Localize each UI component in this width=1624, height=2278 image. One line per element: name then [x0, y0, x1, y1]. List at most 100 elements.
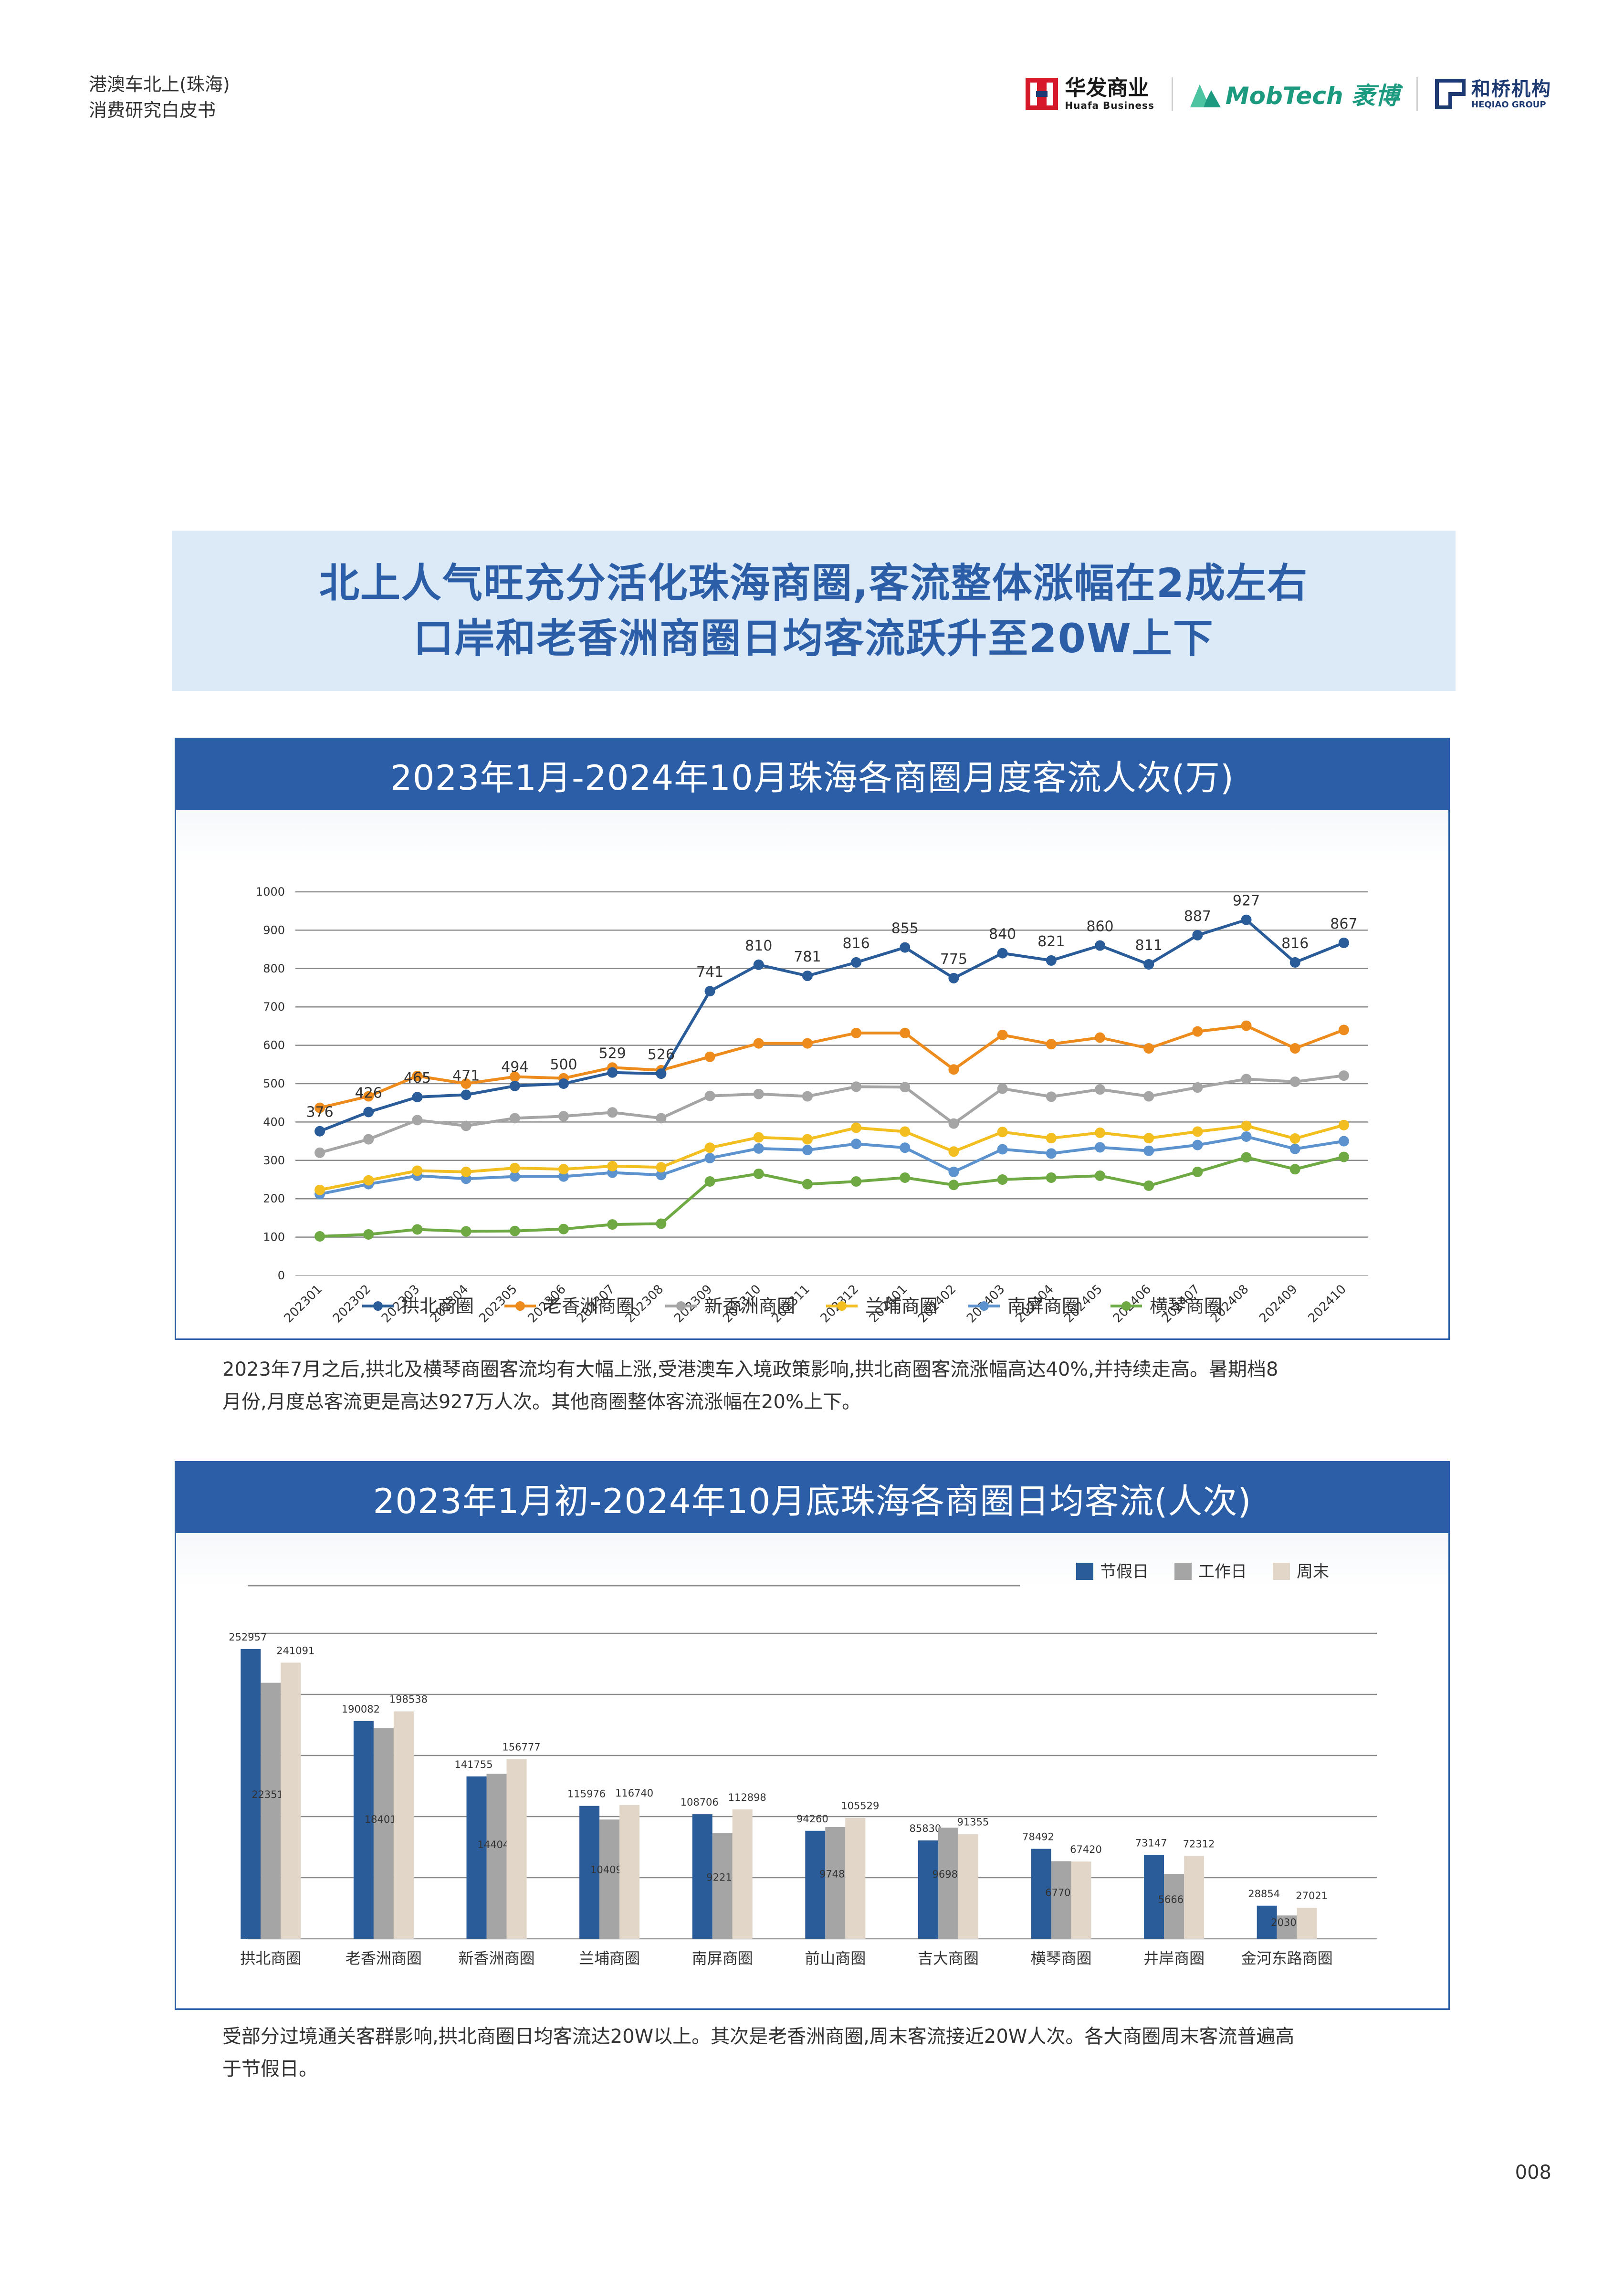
huafa-logo-cn: 华发商业 — [1065, 76, 1149, 100]
headline-line1: 北上人气旺充分活化珠海商圈,客流整体涨幅在2成左右 — [319, 560, 1309, 606]
bar — [958, 1834, 978, 1939]
data-point — [558, 1223, 569, 1234]
data-point — [1241, 1074, 1252, 1085]
data-point — [461, 1120, 471, 1131]
data-point — [1338, 1151, 1349, 1162]
data-point — [1289, 1043, 1300, 1054]
data-point — [1289, 1164, 1300, 1175]
page-number: 008 — [1515, 2162, 1551, 2184]
legend-label: 节假日 — [1100, 1562, 1149, 1581]
data-point — [1192, 1026, 1203, 1037]
category-label: 前山商圈 — [805, 1949, 866, 1967]
data-point — [1338, 1119, 1349, 1130]
monthly-traffic-note-line2: 月份,月度总客流更是高达927万人次。其他商圈整体客流涨幅在20%上下。 — [222, 1391, 861, 1413]
monthly-traffic-note: 2023年7月之后,拱北及横琴商圈客流均有大幅上涨,受港澳车入境政策影响,拱北商… — [222, 1353, 1278, 1418]
data-point — [509, 1071, 520, 1082]
data-point — [607, 1107, 618, 1118]
y-tick-label: 800 — [263, 962, 285, 975]
data-point — [948, 972, 959, 983]
data-point — [1095, 1127, 1105, 1138]
bar — [732, 1809, 753, 1939]
data-point — [412, 1070, 423, 1081]
data-point — [802, 1091, 813, 1102]
bar — [1164, 1874, 1184, 1939]
bar-value-label: 108706 — [681, 1797, 719, 1808]
data-point — [1289, 1133, 1300, 1144]
category-label: 吉大商圈 — [918, 1949, 979, 1967]
y-tick-label: 500 — [263, 1077, 285, 1090]
data-point — [802, 971, 813, 982]
bar — [281, 1662, 301, 1939]
partner-logos: 华发商业 Huafa Business MobTech 袤博 和桥机构 HEQI… — [1026, 73, 1551, 115]
data-point — [948, 1118, 959, 1129]
legend-label: 新香洲商圈 — [704, 1296, 795, 1317]
data-point — [900, 942, 911, 953]
data-point — [412, 1092, 423, 1103]
category-label: 拱北商圈 — [240, 1949, 301, 1967]
data-point — [1143, 1091, 1154, 1102]
data-point — [314, 1184, 325, 1195]
data-label: 376 — [306, 1104, 333, 1121]
x-tick-label: 202409 — [1257, 1282, 1300, 1326]
bar-value-label: 156777 — [502, 1742, 540, 1753]
legend-marker — [676, 1301, 686, 1311]
bar — [353, 1721, 374, 1939]
data-point — [1143, 1043, 1154, 1054]
y-tick-label: 100 — [263, 1231, 285, 1244]
data-label: 494 — [501, 1059, 528, 1076]
data-point — [1143, 1133, 1154, 1144]
data-point — [1241, 1131, 1252, 1142]
bar-value-label: 28854 — [1248, 1888, 1280, 1900]
data-point — [900, 1027, 911, 1038]
data-point — [314, 1147, 325, 1158]
legend-label: 老香洲商圈 — [544, 1296, 634, 1317]
daily-traffic-title: 2023年1月初-2024年10月底珠海各商圈日均客流(人次) — [176, 1463, 1448, 1533]
daily-traffic-note: 受部分过境通关客群影响,拱北商圈日均客流达20W以上。其次是老香洲商圈,周末客流… — [222, 2020, 1294, 2085]
data-label: 781 — [794, 949, 821, 965]
data-point — [1241, 1120, 1252, 1131]
legend-swatch — [1273, 1563, 1290, 1580]
bar-value-label: 105529 — [841, 1800, 879, 1812]
legend-label: 工作日 — [1198, 1562, 1247, 1581]
x-tick-label: 202305 — [476, 1282, 520, 1326]
logo-divider — [1416, 77, 1418, 111]
daily-traffic-panel: 2023年1月初-2024年10月底珠海各商圈日均客流(人次) 252957 22… — [175, 1461, 1450, 2010]
data-point — [363, 1107, 374, 1118]
data-point — [851, 1027, 862, 1038]
data-point — [363, 1175, 374, 1186]
data-point — [704, 1090, 715, 1101]
data-point — [314, 1126, 325, 1137]
data-point — [704, 1176, 715, 1187]
data-point — [1046, 1039, 1057, 1050]
data-point — [1143, 959, 1154, 970]
data-label: 867 — [1330, 916, 1357, 932]
bar-value-label: 73147 — [1135, 1837, 1167, 1849]
mobtech-logo-icon — [1190, 84, 1221, 107]
legend-label: 拱北商圈 — [401, 1296, 474, 1317]
daily-traffic-note-line2: 于节假日。 — [222, 2058, 318, 2080]
bar — [599, 1819, 620, 1939]
bar — [579, 1806, 600, 1939]
data-point — [997, 1029, 1008, 1040]
x-tick-label: 202301 — [282, 1282, 325, 1326]
y-tick-label: 700 — [263, 1000, 285, 1014]
data-point — [509, 1171, 520, 1182]
bar-value-label: 252957 — [229, 1631, 267, 1643]
data-point — [997, 948, 1008, 959]
bar-value-label: 198538 — [389, 1694, 428, 1705]
category-label: 井岸商圈 — [1143, 1949, 1205, 1967]
bar — [1184, 1856, 1205, 1939]
data-label: 816 — [842, 935, 870, 952]
data-point — [656, 1218, 667, 1229]
data-point — [1143, 1180, 1154, 1191]
bar — [805, 1830, 826, 1939]
data-point — [1338, 1024, 1349, 1035]
category-label: 新香洲商圈 — [458, 1949, 534, 1967]
x-tick-label: 202410 — [1305, 1282, 1349, 1326]
category-label: 南屏商圈 — [692, 1949, 753, 1967]
legend-label: 兰埔商圈 — [865, 1296, 938, 1317]
legend-label: 南屏商圈 — [1007, 1296, 1080, 1317]
data-point — [753, 1143, 764, 1154]
bar — [241, 1649, 261, 1939]
legend-swatch — [1076, 1563, 1093, 1580]
